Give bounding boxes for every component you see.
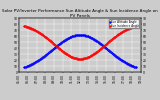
Legend: Sun Altitude Angle, Sun Incidence Angle: Sun Altitude Angle, Sun Incidence Angle — [109, 19, 139, 28]
Title: Solar PV/Inverter Performance Sun Altitude Angle & Sun Incidence Angle on PV Pan: Solar PV/Inverter Performance Sun Altitu… — [2, 9, 158, 18]
